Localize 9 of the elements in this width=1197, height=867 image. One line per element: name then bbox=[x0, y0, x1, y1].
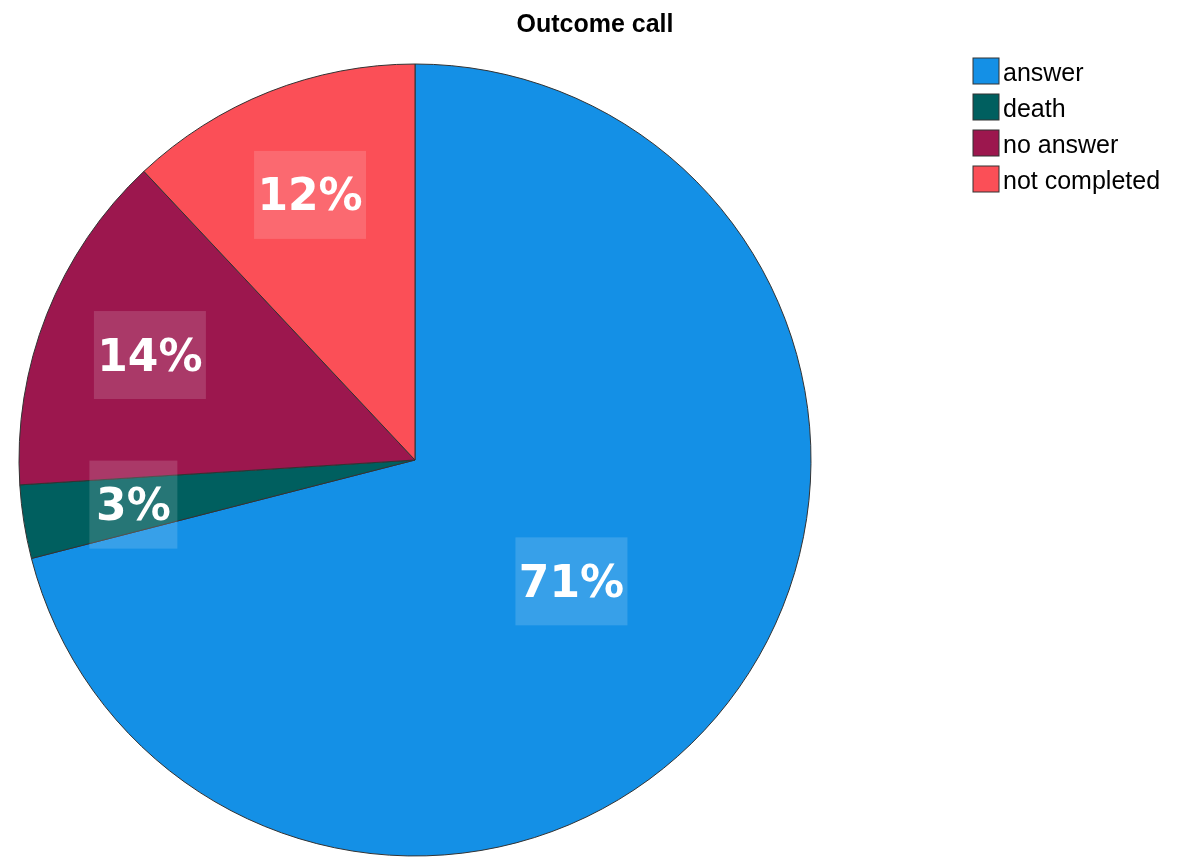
legend-label: answer bbox=[1003, 58, 1084, 86]
legend-label: not completed bbox=[1003, 166, 1161, 194]
data-label: 12% bbox=[257, 169, 363, 221]
data-label: 14% bbox=[97, 329, 203, 381]
data-label: 3% bbox=[96, 479, 171, 531]
data-label: 71% bbox=[518, 555, 625, 607]
chart-title: Outcome call bbox=[516, 9, 674, 37]
legend-label: no answer bbox=[1003, 130, 1119, 158]
legend-label: death bbox=[1003, 94, 1066, 122]
